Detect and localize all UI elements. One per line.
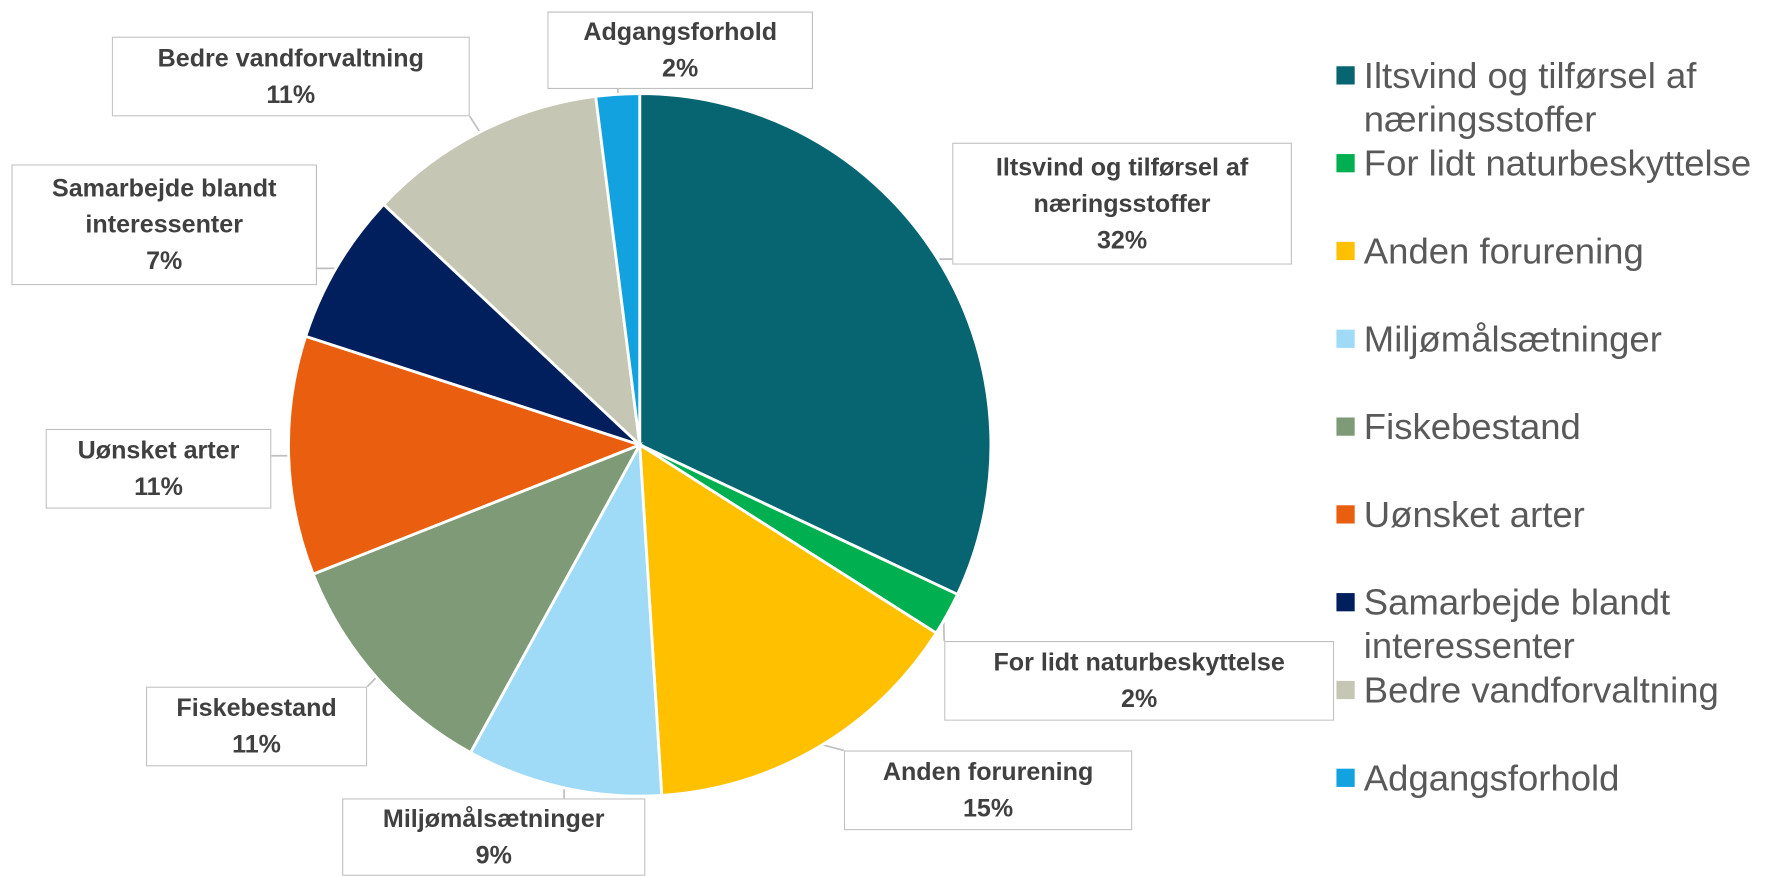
legend-marker — [1336, 66, 1355, 85]
legend-label: Uønsket arter — [1363, 493, 1585, 535]
legend-label: Miljømålsætninger — [1363, 318, 1662, 360]
legend-marker — [1336, 329, 1355, 348]
legend-item: Anden forurening — [1363, 230, 1644, 272]
data-label: Miljømålsætninger 9% — [342, 798, 646, 876]
pie-slice — [468, 439, 664, 798]
pie-slice — [594, 92, 642, 446]
data-label: Samarbejde blandt interessenter 7% — [11, 164, 318, 286]
data-label-name: Miljømålsætninger — [382, 804, 605, 833]
pie-slice — [638, 442, 939, 797]
data-label-value: 2% — [662, 53, 699, 83]
data-label-box: Miljømålsætninger 9% — [342, 798, 646, 876]
data-label: For lidt naturbeskyttelse 2% — [944, 640, 1335, 721]
pie-slice — [311, 442, 643, 755]
legend-item: Uønsket arter — [1363, 493, 1585, 535]
data-label: Iltsvind og tilførsel af næringsstoffer 3… — [952, 142, 1292, 265]
data-label: Bedre vandforvaltning 11% — [111, 36, 470, 117]
data-label-name: Fiskebestand — [176, 693, 337, 722]
legend-label: Anden forurening — [1363, 230, 1644, 272]
data-label-box: Fiskebestand 11% — [145, 686, 368, 767]
legend-marker — [1336, 417, 1355, 436]
legend-marker — [1336, 154, 1355, 173]
legend-label: Adgangsforhold — [1363, 757, 1620, 799]
data-label-name: Anden forurening — [882, 757, 1094, 786]
legend-marker — [1336, 505, 1355, 524]
data-label-box: For lidt naturbeskyttelse 2% — [944, 640, 1335, 721]
data-label-value: 7% — [146, 246, 183, 275]
legend-item: Adgangsforhold — [1363, 757, 1620, 799]
legend-marker — [1336, 593, 1355, 612]
legend-label: Bedre vandforvaltning — [1363, 669, 1719, 711]
pie-slice — [303, 202, 641, 447]
data-label: Uønsket arter 11% — [45, 428, 272, 509]
data-label: Anden forurening 15% — [843, 750, 1133, 831]
data-label-value: 11% — [232, 729, 281, 759]
pie-slice — [638, 92, 993, 597]
legend-item: Samarbejde blandt interessenter — [1363, 581, 1671, 667]
data-label-box: Samarbejde blandt interessenter 7% — [11, 164, 318, 286]
data-label-value: 32% — [1096, 225, 1148, 254]
data-label-value: 11% — [134, 472, 183, 501]
data-label-box: Anden forurening 15% — [843, 750, 1133, 831]
data-label: Fiskebestand 11% — [145, 686, 368, 767]
data-label-name: Bedre vandforvaltning — [157, 43, 424, 72]
legend-marker — [1336, 241, 1355, 261]
legend-label: Iltsvind og tilførsel af næringsstoffer — [1363, 54, 1697, 140]
legend-item: Bedre vandforvaltning — [1363, 669, 1719, 711]
data-label-name: For lidt naturbeskyttelse — [993, 647, 1285, 677]
data-label-box: Uønsket arter 11% — [45, 428, 272, 509]
legend-item: For lidt naturbeskyttelse — [1363, 142, 1752, 184]
legend-label: Samarbejde blandt interessenter — [1363, 581, 1671, 667]
legend-label: For lidt naturbeskyttelse — [1363, 142, 1752, 184]
legend-marker — [1336, 680, 1355, 700]
data-label-value: 15% — [962, 793, 1014, 823]
data-label-name: Adgangsforhold — [583, 17, 778, 46]
legend-label: Fiskebestand — [1363, 406, 1581, 448]
data-label-box: Iltsvind og tilførsel af næringsstoffer 3… — [952, 142, 1292, 265]
data-label-value: 9% — [475, 840, 512, 870]
data-label-box: Adgangsforhold 2% — [547, 11, 814, 90]
data-label-name: Iltsvind og tilførsel af næringsstoffer — [995, 152, 1249, 218]
pie-slice — [381, 94, 642, 449]
data-label-value: 11% — [266, 79, 316, 109]
legend-marker — [1336, 768, 1355, 787]
data-label-value: 2% — [1121, 684, 1158, 713]
legend-item: Fiskebestand — [1363, 406, 1581, 448]
legend-item: Miljømålsætninger — [1363, 318, 1662, 360]
pie-slice — [287, 334, 644, 576]
legend-item: Iltsvind og tilførsel af næringsstoffer — [1363, 54, 1697, 140]
data-label: Adgangsforhold 2% — [547, 11, 814, 90]
data-label-name: Samarbejde blandt interessenter — [51, 173, 277, 239]
data-label-name: Uønsket arter — [77, 435, 240, 465]
data-label-box: Bedre vandforvaltning 11% — [111, 36, 470, 117]
